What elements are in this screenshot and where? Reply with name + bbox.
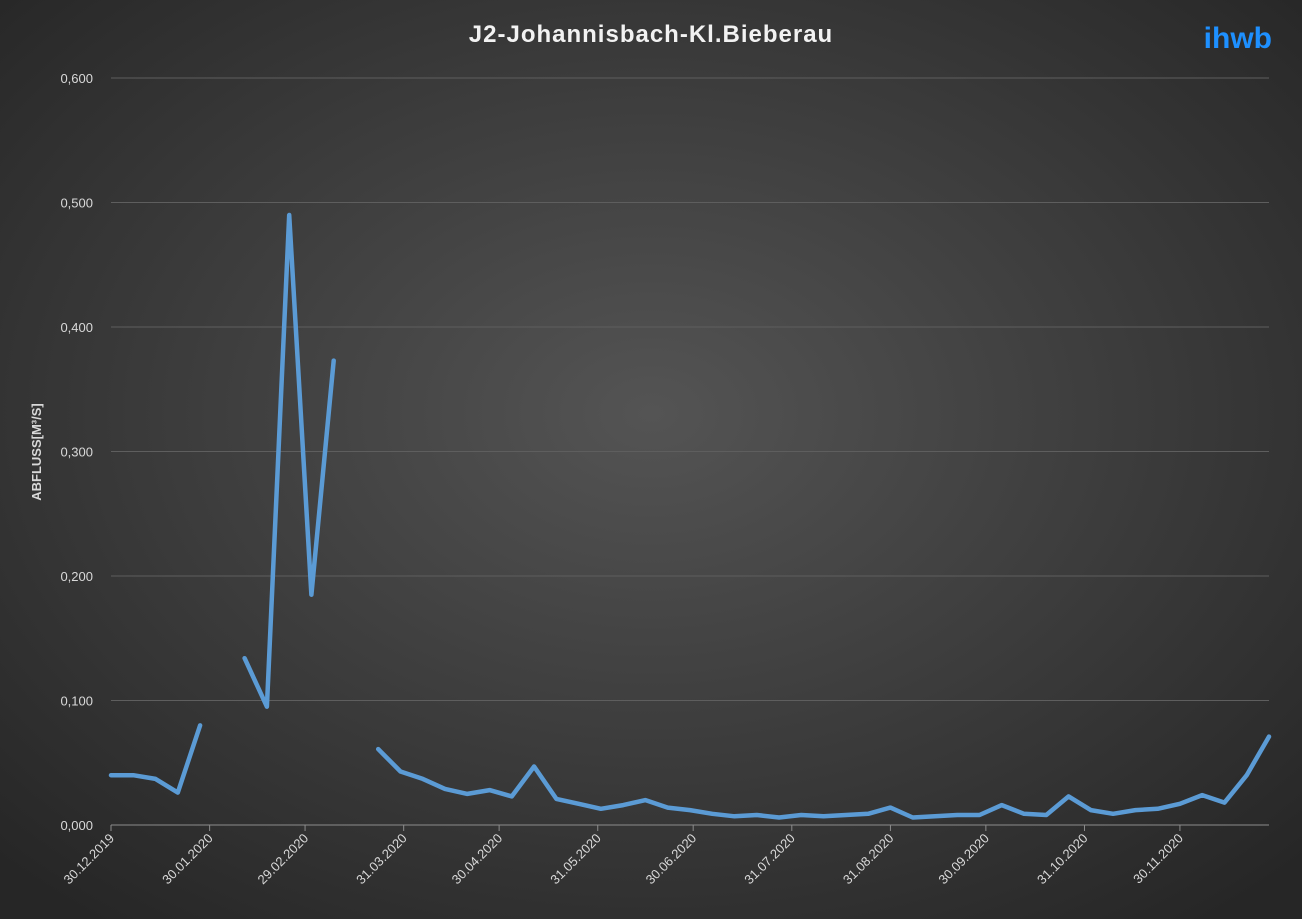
- y-axis-label: ABFLUSS[M³/S]: [29, 403, 44, 501]
- y-tick-label: 0,100: [60, 694, 93, 709]
- logo: ihwb: [1204, 22, 1272, 55]
- y-tick-label: 0,600: [60, 71, 93, 86]
- y-tick-label: 0,000: [60, 818, 93, 833]
- y-tick-label: 0,300: [60, 445, 93, 460]
- y-tick-label: 0,500: [60, 196, 93, 211]
- y-tick-label: 0,200: [60, 569, 93, 584]
- y-tick-label: 0,400: [60, 320, 93, 335]
- data-line: [108, 212, 1272, 820]
- chart-title: J2-Johannisbach-Kl.Bieberau: [469, 21, 833, 48]
